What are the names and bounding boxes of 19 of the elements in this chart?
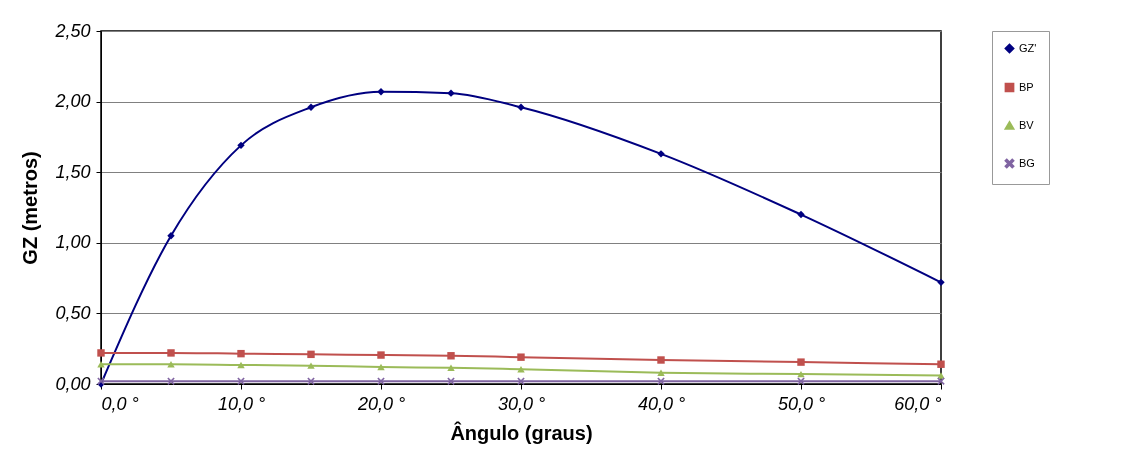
y-tick-label: 2,00 (54, 91, 91, 112)
legend-label: BG (1019, 156, 1035, 169)
y-tick-label: 2,50 (54, 20, 91, 41)
x-tick-label: 40,0 ° (637, 393, 686, 414)
x-tick-label: 20,0 ° (356, 393, 406, 414)
x-axis-title: Ângulo (graus) (450, 420, 593, 444)
legend-label: GZ' (1019, 41, 1037, 54)
legend-label: BV (1019, 118, 1035, 131)
legend-label: BP (1019, 80, 1034, 93)
y-tick-label: 0,00 (55, 373, 91, 394)
x-tick-label: 30,0 ° (497, 393, 546, 414)
y-tick-label: 1,50 (55, 161, 91, 182)
y-tick-label: 1,00 (55, 232, 91, 253)
y-axis-title: GZ (metros) (19, 151, 42, 265)
x-tick-label: 50,0 ° (777, 393, 826, 414)
x-tick-label: 60,0 ° (894, 393, 942, 414)
x-tick-label: 0,0 ° (101, 393, 139, 414)
x-tick-label: 10,0 ° (217, 393, 266, 414)
y-tick-label: 0,50 (55, 302, 91, 323)
